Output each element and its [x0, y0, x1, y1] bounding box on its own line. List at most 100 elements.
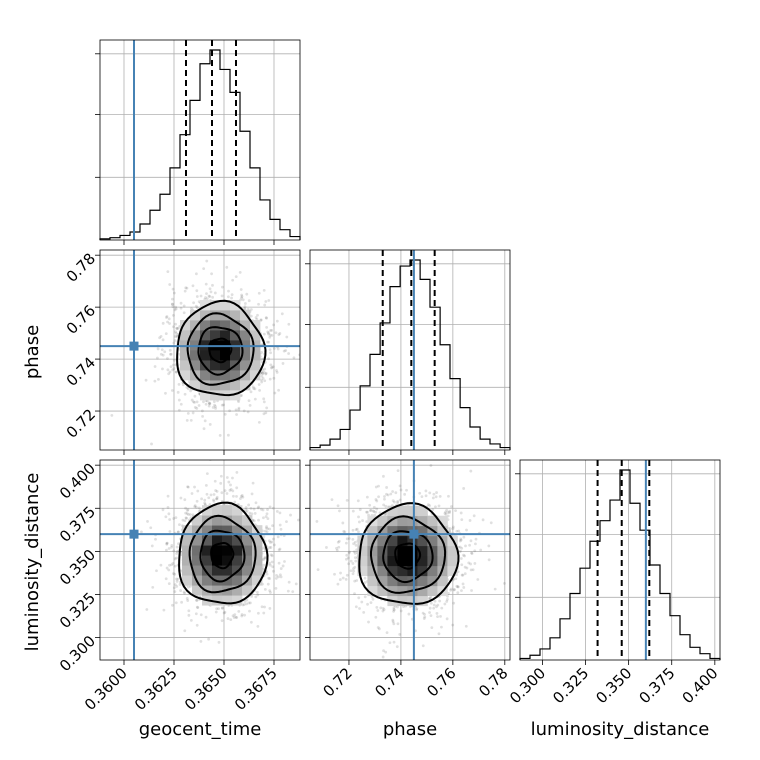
sample-point: [199, 294, 203, 298]
density-cell: [387, 575, 398, 587]
density-cell: [230, 320, 241, 331]
sample-point: [382, 649, 385, 653]
sample-point: [215, 497, 219, 501]
sample-point: [256, 506, 260, 510]
sample-point: [262, 397, 266, 401]
sample-point: [264, 300, 268, 303]
sample-point: [231, 278, 235, 282]
sample-point: [160, 348, 164, 352]
sample-point: [461, 573, 465, 577]
sample-point: [173, 572, 177, 576]
sample-point: [179, 589, 182, 592]
sample-point: [193, 394, 197, 398]
sample-point: [165, 541, 169, 545]
sample-point: [274, 587, 278, 590]
density-cell: [200, 320, 211, 331]
sample-point: [175, 577, 178, 581]
density-cell: [200, 380, 211, 391]
sample-point: [263, 303, 267, 307]
sample-point: [398, 484, 402, 488]
sample-point: [175, 556, 178, 560]
sample-point: [454, 509, 457, 513]
sample-point: [473, 562, 477, 565]
density-cell: [397, 535, 408, 547]
sample-point: [269, 591, 272, 594]
sample-point: [262, 611, 266, 615]
sample-point: [372, 510, 376, 514]
sample-point: [429, 614, 433, 618]
sample-point: [223, 489, 227, 493]
sample-point: [195, 605, 199, 609]
sample-point: [247, 299, 251, 303]
density-cell: [397, 595, 408, 607]
density-cell: [387, 525, 398, 537]
density-cell: [192, 515, 203, 526]
sample-point: [234, 615, 238, 619]
sample-point: [257, 383, 261, 386]
sample-point: [196, 606, 200, 610]
sample-point: [169, 352, 173, 356]
density-cell: [387, 505, 398, 517]
sample-point: [330, 498, 334, 502]
x-axis-label-luminosity-distance: luminosity_distance: [531, 719, 710, 740]
sample-point: [268, 377, 272, 381]
sample-point: [446, 511, 450, 514]
sample-point: [278, 547, 282, 551]
sample-point: [261, 508, 265, 512]
density-cell: [182, 555, 193, 566]
sample-point: [351, 528, 355, 532]
sample-point: [458, 539, 462, 543]
sample-point: [283, 560, 286, 563]
sample-point: [269, 363, 273, 367]
density-cell: [192, 585, 203, 596]
sample-point: [172, 586, 176, 590]
x-tick-label: 0.375: [635, 664, 678, 707]
density-cell: [210, 320, 221, 331]
sample-point: [281, 564, 285, 568]
sample-point: [451, 527, 455, 531]
sample-point: [385, 486, 389, 489]
density-cell: [437, 555, 448, 567]
sample-point: [396, 622, 400, 626]
sample-point: [241, 495, 245, 499]
sample-point: [362, 610, 366, 614]
sample-point: [168, 518, 172, 521]
sample-point: [174, 370, 178, 374]
density-cell: [222, 515, 233, 526]
sample-point: [462, 553, 465, 557]
sample-point: [278, 332, 282, 335]
sample-point: [370, 595, 374, 599]
sample-point: [175, 327, 179, 331]
sample-point: [239, 495, 243, 498]
sample-point: [194, 304, 198, 308]
sample-point: [245, 509, 249, 513]
sample-point: [174, 332, 178, 335]
sample-point: [181, 518, 185, 522]
sample-point: [171, 305, 175, 309]
sample-point: [207, 637, 211, 641]
sample-point: [463, 554, 466, 558]
sample-point: [468, 519, 472, 522]
sample-point: [474, 537, 478, 541]
sample-point: [202, 400, 205, 404]
sample-point: [420, 495, 424, 499]
sample-point: [363, 576, 367, 580]
sample-point: [396, 500, 400, 503]
density-cell: [222, 525, 233, 536]
sample-point: [374, 485, 378, 489]
sample-point: [354, 559, 358, 563]
sample-point: [176, 577, 180, 581]
sample-point: [439, 614, 442, 618]
sample-point: [298, 353, 300, 357]
sample-point: [202, 267, 206, 271]
sample-point: [438, 599, 442, 603]
sample-point: [284, 349, 288, 352]
sample-point: [287, 352, 290, 355]
density-cell: [250, 350, 261, 361]
sample-point: [265, 572, 269, 576]
density-cell: [387, 515, 398, 527]
sample-point: [235, 470, 239, 474]
sample-point: [203, 502, 207, 506]
density-cell: [387, 565, 398, 577]
sample-point: [253, 397, 257, 401]
